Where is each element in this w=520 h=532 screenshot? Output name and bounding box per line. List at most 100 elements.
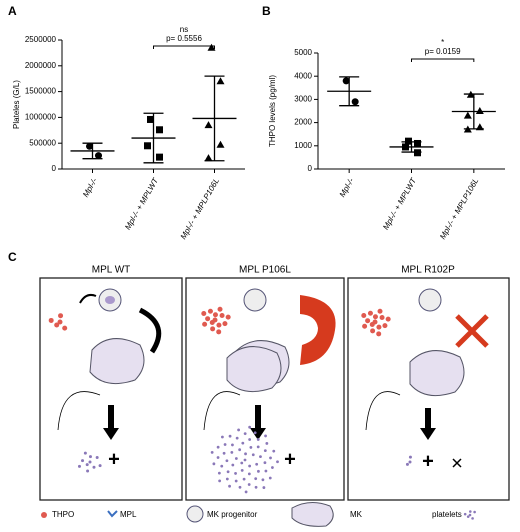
dot-icon [248,438,252,441]
point [156,126,163,134]
mk-icon [291,502,334,527]
legend-label: platelets [432,510,462,519]
dot-icon [57,319,63,325]
cross [452,458,462,468]
x-tick-label: Mpl-/- + MPLWT [123,176,160,232]
dot-icon [251,453,255,457]
dot-icon [473,510,476,514]
y-tick-label: 3000 [294,95,312,104]
dot-icon [230,450,234,454]
dot-icon [54,322,60,328]
dot-icon [243,458,247,462]
dot-icon [268,476,272,480]
dot-icon [225,459,229,463]
significance-mark: * [441,38,444,47]
plus: + [108,448,120,470]
x-tick-label: Mpl-/- + MPLP106L [179,177,221,241]
dot-icon [255,462,259,466]
dot-icon [259,455,262,459]
dot-icon [58,313,64,319]
dot-icon [202,321,208,327]
arrow-head [250,428,266,440]
point [156,153,163,161]
dot-icon [83,451,87,455]
x-tick-label: Mpl-/- [81,176,99,198]
panel-label: C [8,250,17,264]
x-tick-label: Mpl-/- + MPLWT [381,176,418,232]
dot-icon [254,485,258,489]
dot-icon [231,443,234,447]
dot-icon [254,477,258,481]
point [402,143,409,151]
dot-icon [92,465,96,469]
dot-icon [247,472,251,476]
point [414,149,421,157]
panel-title: MPL P106L [239,265,291,276]
y-tick-label: 4000 [294,71,312,80]
y-tick-label: 1000 [294,141,312,150]
point [342,77,350,85]
point [463,111,472,119]
dot-icon [86,469,90,473]
dot-icon [362,323,368,329]
point [95,152,102,160]
dot-icon [241,441,245,445]
dot-icon [216,329,222,335]
dot-icon [408,455,412,459]
dot-icon [238,448,242,452]
dot-icon [242,477,246,481]
dot-icon [264,434,267,438]
dot-icon [219,313,225,319]
arrow [79,293,97,304]
dot-icon [463,512,467,516]
mk [89,338,145,385]
p-value: p= 0.5556 [166,34,202,43]
dot-icon [98,464,102,468]
mk [226,346,282,393]
point [207,43,216,51]
point [414,139,421,147]
dot-icon [228,434,232,438]
dot-icon [257,469,260,473]
diagram: MPL WT MPL P106L MPL R102P + + + [39,265,510,527]
mk [409,350,465,397]
point [216,140,225,148]
point [466,90,475,98]
arrow-head [420,428,436,440]
dot-icon [248,464,252,468]
dot-icon [469,510,472,513]
dot-icon [223,443,227,446]
panel-box [39,277,183,501]
point [216,77,225,85]
plus: + [284,448,296,470]
dot-icon [271,466,274,469]
dot-icon [220,464,224,468]
dot-icon [234,472,237,475]
dot-icon [88,460,92,464]
dot-icon [217,471,221,475]
progenitor [243,288,267,312]
dot-icon [88,455,92,459]
panel-title: MPL WT [92,265,131,276]
dot-icon [222,321,228,327]
dot-icon [361,312,367,318]
dot-icon [382,323,388,329]
dot-icon [249,446,253,449]
x-tick-label: Mpl-/- + MPLP106L [438,177,480,241]
dot-icon [226,470,230,474]
dot-icon [256,445,260,449]
dot-icon [234,457,238,460]
dot-icon [205,316,211,322]
arrow [57,391,101,431]
legend-label: MK progenitor [207,510,258,519]
dot-icon [263,461,267,465]
panel-box [347,277,510,501]
dot-icon [48,317,54,323]
dot-icon [221,435,224,439]
dot-icon [379,315,385,321]
dot-icon [77,464,81,468]
dot-icon [240,468,244,472]
thpo-icon [41,512,47,518]
dot-icon [225,477,229,481]
